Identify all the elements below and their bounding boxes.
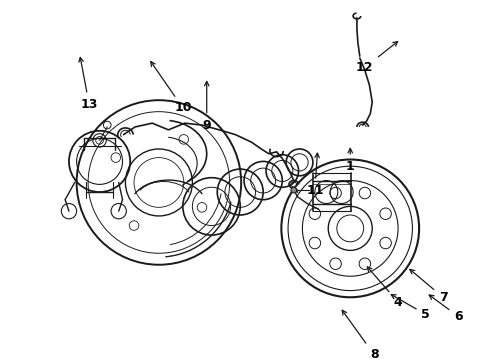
- Text: 5: 5: [391, 294, 430, 321]
- Text: 3: 3: [0, 359, 1, 360]
- Text: 12: 12: [356, 41, 398, 74]
- Text: 10: 10: [151, 62, 192, 114]
- Text: 7: 7: [410, 269, 447, 304]
- Text: 13: 13: [79, 57, 98, 111]
- Circle shape: [291, 187, 296, 193]
- Text: 8: 8: [342, 310, 378, 360]
- Text: 9: 9: [202, 81, 211, 131]
- Text: 2: 2: [0, 359, 1, 360]
- Text: 1: 1: [346, 148, 355, 173]
- Text: 4: 4: [368, 267, 402, 309]
- Text: 11: 11: [306, 153, 323, 197]
- Text: 6: 6: [429, 295, 463, 323]
